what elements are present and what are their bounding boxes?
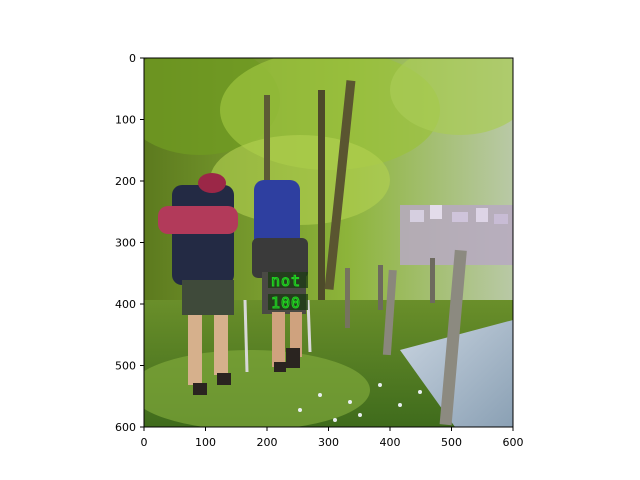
hiker-left	[158, 173, 249, 395]
y-tick-label: 300	[115, 237, 136, 250]
y-tick-label: 400	[115, 298, 136, 311]
y-tick-label: 500	[115, 360, 136, 373]
x-tick-label: 0	[141, 436, 148, 449]
y-tick-label: 200	[115, 175, 136, 188]
overlay-line-1: not	[271, 272, 301, 290]
y-tick-label: 0	[129, 52, 136, 65]
meadow-flowers	[298, 383, 422, 422]
y-tick-label: 600	[115, 421, 136, 434]
y-tick-label: 100	[115, 114, 136, 127]
x-tick-label: 500	[441, 436, 462, 449]
y-axis: 0 100 200 300 400 500 600	[115, 52, 144, 434]
x-tick-label: 300	[318, 436, 339, 449]
x-tick-label: 600	[503, 436, 524, 449]
x-tick-label: 100	[195, 436, 216, 449]
x-tick-label: 200	[257, 436, 278, 449]
overlay-label: not 100	[268, 271, 308, 313]
x-tick-label: 400	[380, 436, 401, 449]
overlay-line-2: 100	[271, 294, 301, 312]
x-axis: 0 100 200 300 400 500 600	[141, 427, 524, 449]
photo: not 100	[144, 58, 513, 427]
